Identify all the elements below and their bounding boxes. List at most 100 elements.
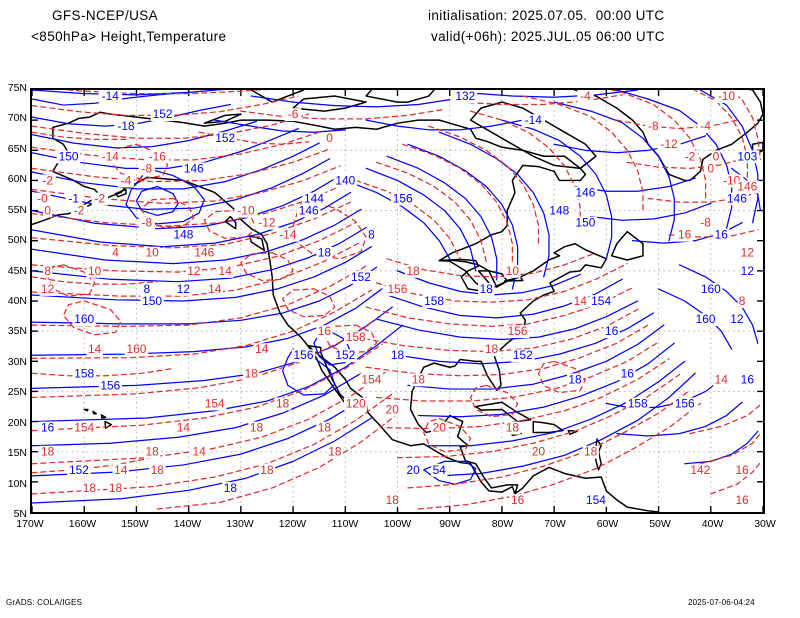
label-mask <box>65 192 82 206</box>
label-mask <box>255 216 279 230</box>
label-mask <box>572 295 589 308</box>
lon-tick-40W: 40W <box>701 518 724 530</box>
contour-label: 18 <box>245 366 259 380</box>
contour-label: -12 <box>258 216 276 230</box>
lat-tick-60N: 60N <box>7 173 27 186</box>
label-mask <box>676 228 693 242</box>
contour-label: 18 <box>260 463 274 477</box>
contour-label: 160 <box>126 342 146 356</box>
label-mask <box>56 150 81 164</box>
label-mask <box>733 463 751 477</box>
contour-label: 18 <box>250 421 264 435</box>
lat-tick-45N: 45N <box>7 264 27 277</box>
label-mask <box>688 463 713 477</box>
label-mask <box>72 313 96 327</box>
label-mask <box>253 343 270 357</box>
contour-label: 14 <box>114 463 128 477</box>
label-mask <box>110 246 121 260</box>
lon-tick-110W: 110W <box>331 518 359 530</box>
temperature-contour-layer <box>32 90 762 510</box>
label-mask <box>316 325 333 339</box>
contour-label: 144 <box>304 191 324 205</box>
contour-label: 0 <box>707 161 714 175</box>
label-mask <box>150 108 175 122</box>
contour-label: -8 <box>648 119 659 133</box>
contour-label: 150 <box>59 149 79 163</box>
contour-label: 154 <box>361 372 381 386</box>
label-mask <box>316 246 333 260</box>
contour-label: 142 <box>690 463 710 477</box>
label-mask <box>573 216 598 230</box>
lat-tick-25N: 25N <box>7 386 27 399</box>
label-mask <box>258 463 276 477</box>
contour-label: 16 <box>41 421 55 435</box>
contour-label: 158 <box>346 330 366 344</box>
contour-label: 156 <box>675 396 695 410</box>
label-mask <box>359 373 384 387</box>
contour-label: 146 <box>194 246 214 260</box>
label-mask <box>509 493 526 507</box>
contour-label: 132 <box>455 90 475 103</box>
label-mask <box>296 204 321 218</box>
contour-label: 18 <box>276 396 290 410</box>
contour-label: 18 <box>41 445 55 459</box>
lon-tick-60W: 60W <box>596 518 619 530</box>
contour-label: 14 <box>255 342 269 356</box>
label-mask <box>217 264 234 278</box>
label-mask <box>483 343 500 357</box>
contour-label: -10 <box>237 204 255 218</box>
contour-label: 152 <box>513 348 533 362</box>
contour-label: 160 <box>74 312 94 326</box>
lat-tick-55N: 55N <box>7 203 27 216</box>
label-mask <box>343 397 368 411</box>
label-mask <box>274 397 291 411</box>
label-mask <box>91 192 109 206</box>
label-mask <box>343 331 368 345</box>
label-mask <box>98 150 123 164</box>
contour-label: -0 <box>37 191 48 205</box>
lon-tick-160W: 160W <box>68 518 97 530</box>
lat-tick-15N: 15N <box>7 447 27 460</box>
label-mask <box>140 295 164 308</box>
label-mask <box>737 295 747 308</box>
label-mask <box>385 282 410 296</box>
contour-label: 156 <box>508 324 528 338</box>
label-mask <box>573 186 598 200</box>
contour-label: 18 <box>391 348 405 362</box>
label-mask <box>39 445 56 459</box>
label-mask <box>530 445 547 459</box>
label-mask <box>67 463 91 477</box>
contour-label: 152 <box>153 107 173 121</box>
lat-tick-70N: 70N <box>7 112 27 125</box>
contour-label: 18 <box>412 372 426 386</box>
lon-tick-50W: 50W <box>649 518 671 530</box>
contour-label: 16 <box>735 493 749 507</box>
label-mask <box>657 138 681 152</box>
contour-label: -4 <box>700 119 711 133</box>
contour-label: 20 <box>386 402 400 416</box>
lon-tick-100W: 100W <box>383 518 412 530</box>
contour-label: 14 <box>715 372 729 386</box>
lon-tick-130W: 130W <box>226 518 254 530</box>
label-mask <box>505 325 530 339</box>
contour-label: 148 <box>173 228 193 242</box>
contour-label: 156 <box>393 191 413 205</box>
label-mask <box>276 228 300 242</box>
contour-label: -18 <box>117 119 135 133</box>
contour-label: -14 <box>102 90 120 103</box>
contour-label: 10 <box>145 246 159 260</box>
contour-label: 18 <box>584 445 598 459</box>
contour-label: 146 <box>299 204 319 218</box>
contour-label: 146 <box>737 179 757 193</box>
contour-label: 14 <box>208 282 222 296</box>
label-mask <box>511 349 535 363</box>
lat-tick-65N: 65N <box>7 142 27 155</box>
lon-tick-170W: 170W <box>16 518 44 530</box>
label-mask <box>735 180 760 194</box>
coastline-layer <box>32 90 763 512</box>
label-mask <box>39 421 56 435</box>
label-mask <box>711 150 721 164</box>
contour-label: 12 <box>41 282 55 296</box>
contour-label: 146 <box>576 185 596 199</box>
lon-tick-140W: 140W <box>173 518 202 530</box>
